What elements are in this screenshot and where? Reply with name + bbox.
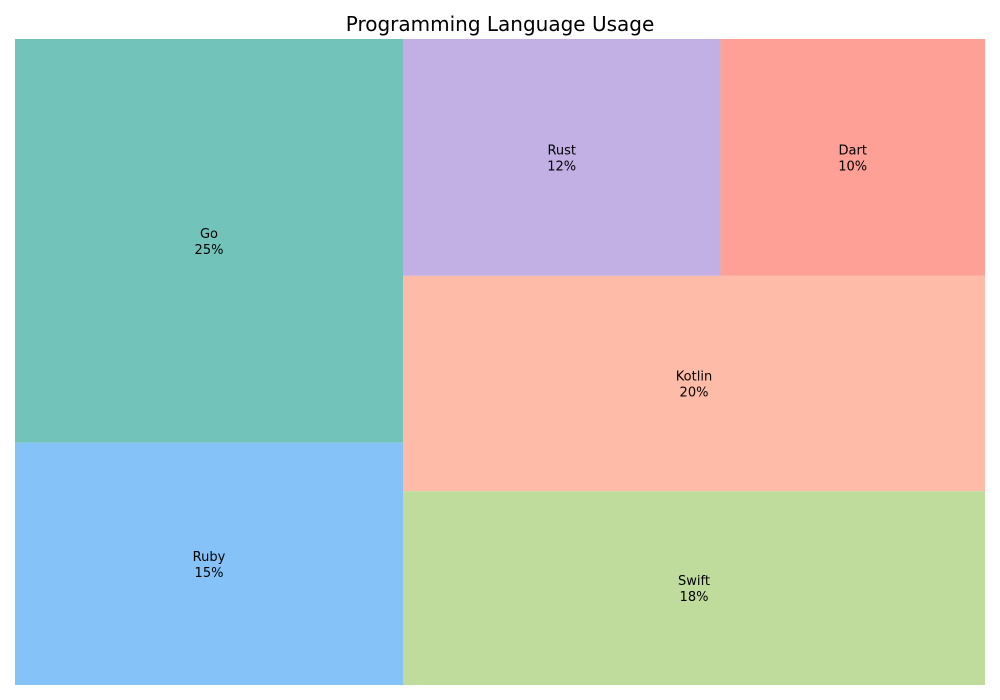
tile-name-rust: Rust bbox=[547, 143, 576, 158]
tile-name-swift: Swift bbox=[678, 574, 710, 589]
tile-rect-kotlin bbox=[403, 275, 985, 492]
tile-value-go: 25% bbox=[195, 243, 224, 258]
tile-value-ruby: 15% bbox=[195, 566, 224, 581]
tile-name-go: Go bbox=[200, 227, 218, 242]
tile-rect-swift bbox=[403, 491, 985, 685]
tile-value-kotlin: 20% bbox=[680, 386, 709, 401]
tile-value-rust: 12% bbox=[547, 159, 576, 174]
tile-value-dart: 10% bbox=[838, 159, 867, 174]
tile-rect-rust bbox=[403, 39, 721, 276]
tile-rect-dart bbox=[720, 39, 985, 276]
tile-name-ruby: Ruby bbox=[193, 550, 226, 565]
tile-name-dart: Dart bbox=[839, 143, 867, 158]
tile-name-kotlin: Kotlin bbox=[676, 370, 712, 385]
tile-rect-ruby bbox=[15, 442, 403, 685]
chart-title: Programming Language Usage bbox=[345, 12, 655, 36]
tile-rect-go bbox=[15, 39, 403, 443]
tile-value-swift: 18% bbox=[680, 590, 709, 605]
